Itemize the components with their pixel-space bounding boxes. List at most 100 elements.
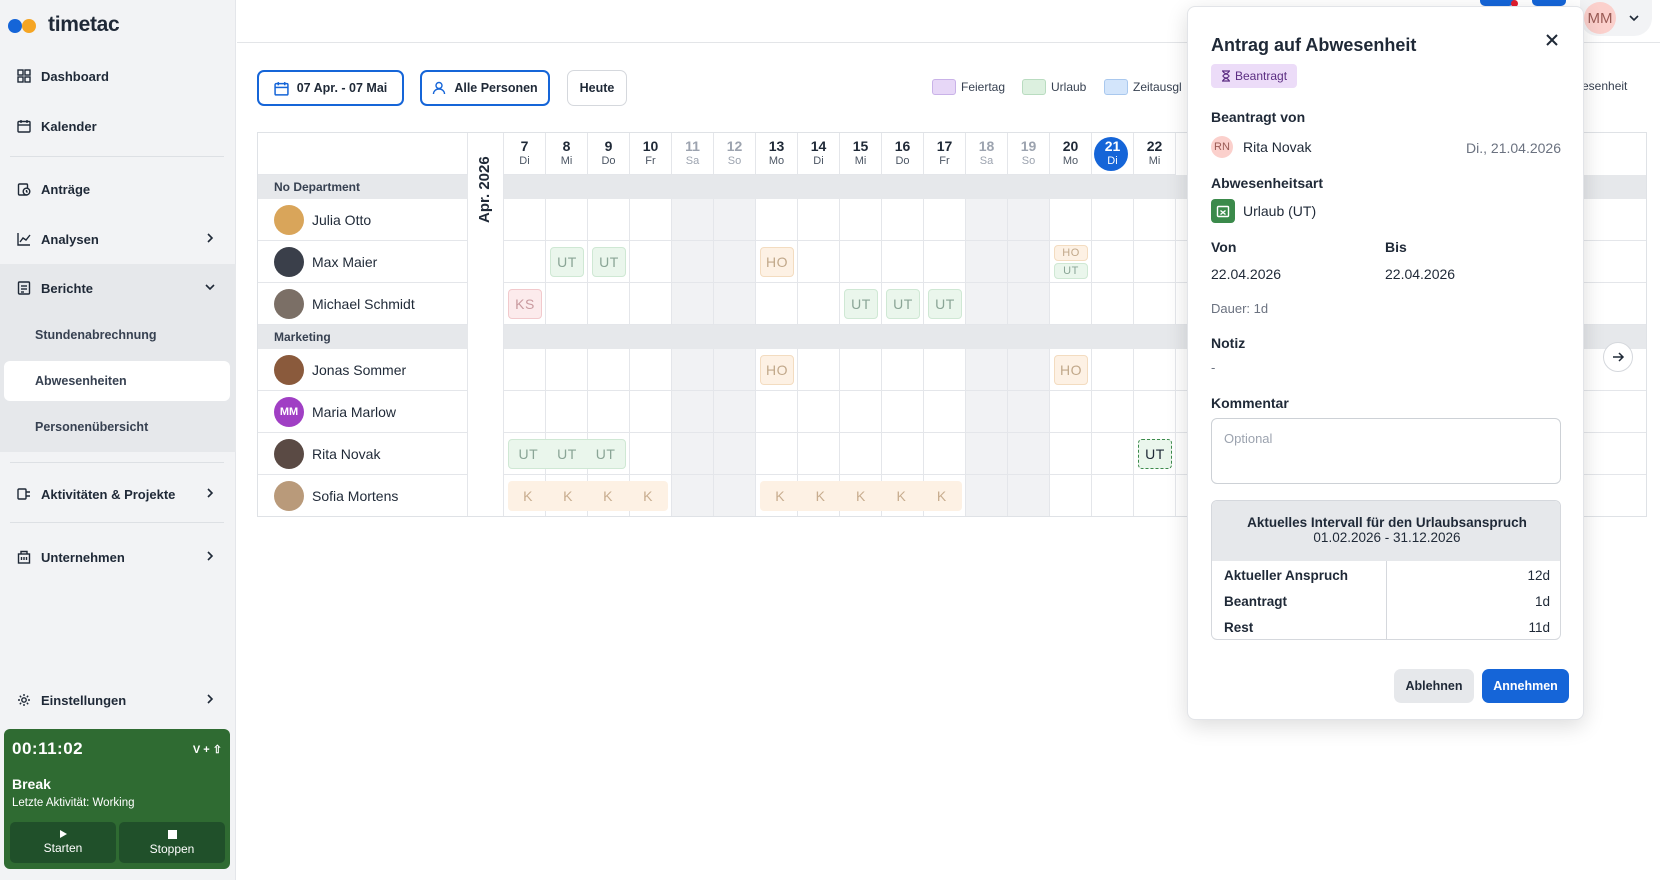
day-cell[interactable] [1134, 391, 1176, 433]
sidebar-item-dashboard[interactable]: Dashboard [0, 58, 236, 94]
day-cell[interactable] [756, 283, 798, 325]
sidebar-item-berichte[interactable]: Berichte [0, 270, 236, 306]
day-cell[interactable] [1008, 241, 1050, 283]
absence-entry[interactable]: UT [844, 289, 878, 319]
logo[interactable]: timetac [8, 10, 120, 40]
day-cell[interactable] [1050, 433, 1092, 475]
day-cell[interactable] [714, 475, 756, 516]
sidebar-subitem-abwesenheiten[interactable]: Abwesenheiten [4, 361, 230, 401]
day-cell[interactable] [504, 349, 546, 391]
day-cell[interactable] [1092, 475, 1134, 516]
day-cell[interactable] [672, 199, 714, 241]
day-cell[interactable] [546, 199, 588, 241]
day-cell[interactable] [966, 241, 1008, 283]
day-cell[interactable] [714, 241, 756, 283]
day-cell[interactable] [882, 199, 924, 241]
absence-entry[interactable]: HO [1054, 245, 1088, 261]
day-cell[interactable] [798, 391, 840, 433]
day-cell[interactable] [630, 199, 672, 241]
day-cell[interactable] [714, 391, 756, 433]
person-row[interactable]: Michael Schmidt [258, 283, 468, 325]
day-cell[interactable] [504, 199, 546, 241]
absence-entry[interactable]: UT [886, 289, 920, 319]
absence-entry[interactable]: KS [508, 289, 542, 319]
day-cell[interactable] [1092, 391, 1134, 433]
person-row[interactable]: Max Maier [258, 241, 468, 283]
day-cell[interactable] [1050, 391, 1092, 433]
day-cell[interactable] [504, 391, 546, 433]
day-header[interactable]: 9 Do [588, 133, 630, 175]
day-cell[interactable] [714, 283, 756, 325]
reject-button[interactable]: Ablehnen [1394, 669, 1474, 703]
absence-entry[interactable]: HO [760, 247, 794, 277]
day-cell[interactable] [546, 241, 588, 283]
day-cell[interactable] [840, 349, 882, 391]
day-cell[interactable] [924, 433, 966, 475]
day-cell[interactable] [798, 349, 840, 391]
day-cell[interactable] [966, 391, 1008, 433]
day-cell[interactable] [798, 433, 840, 475]
day-cell[interactable] [1050, 475, 1092, 516]
day-cell[interactable] [966, 283, 1008, 325]
person-row[interactable]: MM Maria Marlow [258, 391, 468, 433]
day-header[interactable]: 8 Mi [546, 133, 588, 175]
person-row[interactable]: Jonas Sommer [258, 349, 468, 391]
day-cell[interactable] [630, 433, 672, 475]
day-cell[interactable] [714, 199, 756, 241]
avatar[interactable]: MM [1584, 2, 1616, 34]
day-cell[interactable] [882, 241, 924, 283]
day-cell[interactable] [1092, 283, 1134, 325]
day-cell[interactable] [924, 241, 966, 283]
day-cell[interactable] [1008, 349, 1050, 391]
day-cell[interactable] [1134, 349, 1176, 391]
day-cell[interactable] [1134, 283, 1176, 325]
day-header[interactable]: 18 Sa [966, 133, 1008, 175]
day-cell[interactable] [840, 241, 882, 283]
day-cell[interactable] [924, 283, 966, 325]
day-cell[interactable] [1008, 199, 1050, 241]
day-cell[interactable] [756, 349, 798, 391]
day-cell[interactable] [1050, 241, 1092, 283]
day-header[interactable]: 12 So [714, 133, 756, 175]
day-header[interactable]: 7 Di [504, 133, 546, 175]
day-cell[interactable] [756, 433, 798, 475]
sidebar-item-kalender[interactable]: Kalender [0, 108, 236, 144]
sidebar-item-aktivitaeten-projekte[interactable]: Aktivitäten & Projekte [0, 476, 236, 512]
day-cell[interactable] [1092, 433, 1134, 475]
day-cell[interactable] [588, 199, 630, 241]
absence-entry[interactable]: UT [928, 289, 962, 319]
topbar-action-button[interactable] [1532, 0, 1566, 6]
day-cell[interactable] [924, 391, 966, 433]
day-cell[interactable] [588, 391, 630, 433]
day-cell[interactable] [714, 433, 756, 475]
day-header[interactable]: 21 Di [1092, 133, 1134, 175]
sidebar-subitem-stundenabrechnung[interactable]: Stundenabrechnung [35, 328, 157, 342]
absence-entry[interactable]: UT [1054, 263, 1088, 279]
day-cell[interactable] [1008, 433, 1050, 475]
sidebar-subitem-personenuebersicht[interactable]: Personenübersicht [35, 420, 149, 434]
day-cell[interactable] [966, 349, 1008, 391]
absence-entry[interactable]: UT [1138, 439, 1172, 469]
day-cell[interactable] [546, 391, 588, 433]
day-cell[interactable] [630, 391, 672, 433]
day-cell[interactable] [1008, 391, 1050, 433]
day-cell[interactable] [672, 283, 714, 325]
day-cell[interactable] [798, 199, 840, 241]
topbar-action-button[interactable] [1480, 0, 1514, 6]
day-cell[interactable] [630, 349, 672, 391]
absence-entry[interactable]: UT [550, 247, 584, 277]
day-cell[interactable] [840, 391, 882, 433]
day-cell[interactable] [504, 241, 546, 283]
day-cell[interactable] [546, 283, 588, 325]
day-cell[interactable] [966, 475, 1008, 516]
day-cell[interactable] [714, 349, 756, 391]
day-cell[interactable] [672, 391, 714, 433]
day-cell[interactable] [924, 199, 966, 241]
absence-entry[interactable]: UT UT UT [508, 439, 626, 469]
day-cell[interactable] [840, 283, 882, 325]
person-row[interactable]: Rita Novak [258, 433, 468, 475]
day-cell[interactable] [672, 349, 714, 391]
day-cell[interactable] [966, 433, 1008, 475]
day-cell[interactable] [588, 433, 630, 475]
